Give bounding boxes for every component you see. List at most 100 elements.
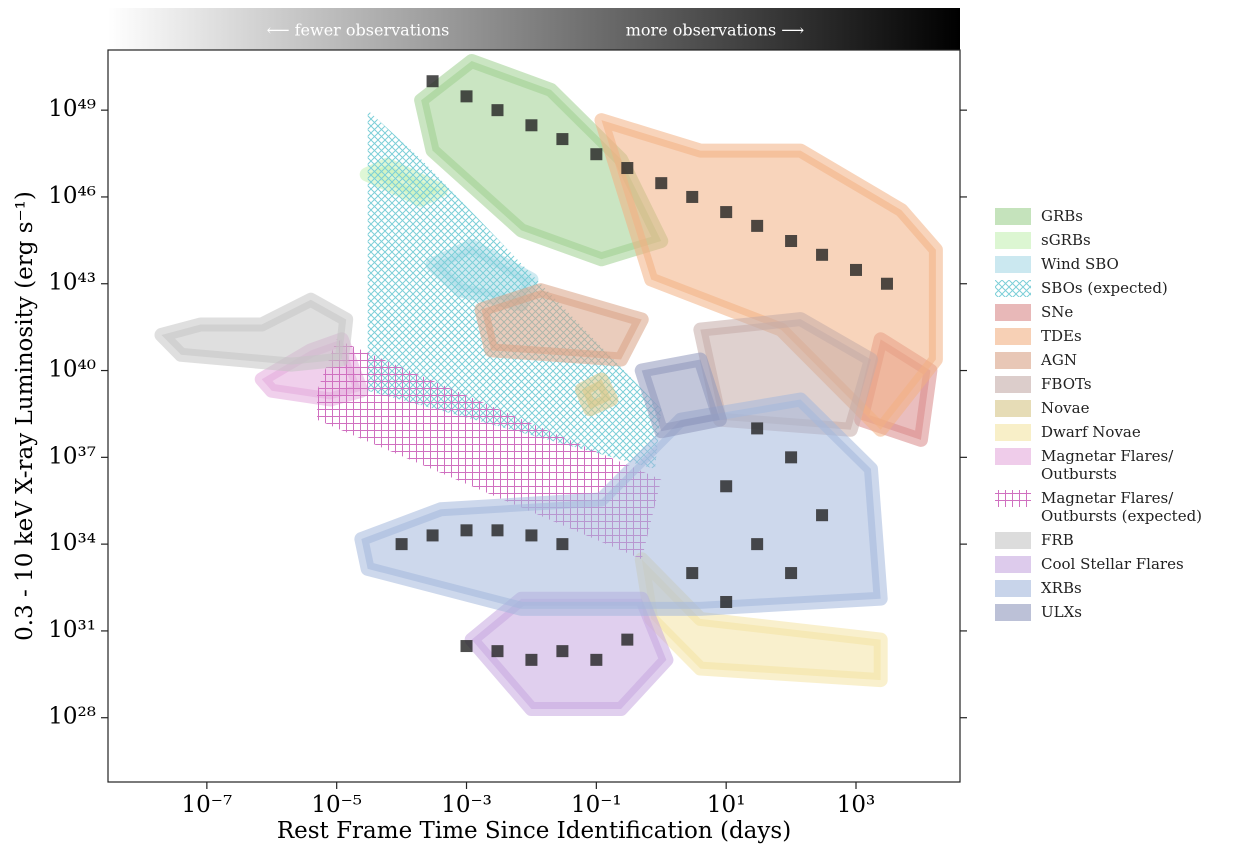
- legend-swatch: [995, 556, 1031, 573]
- y-tick-label: 10⁴⁹: [48, 96, 96, 122]
- legend-swatch-fill: [995, 604, 1031, 621]
- observation-cell: [395, 538, 408, 551]
- legend-entry: XRBs: [995, 579, 1230, 597]
- legend-swatch-fill: [995, 556, 1031, 573]
- observation-cell: [460, 524, 473, 537]
- legend-swatch-fill: [995, 208, 1031, 225]
- legend-label: FRB: [1041, 531, 1074, 549]
- legend-entry: Dwarf Novae: [995, 423, 1230, 441]
- legend-entry: Cool Stellar Flares: [995, 555, 1230, 573]
- observation-cell: [816, 248, 829, 261]
- legend-swatch: [995, 208, 1031, 225]
- legend-swatch: [995, 232, 1031, 249]
- legend-swatch-fill: [995, 448, 1031, 465]
- legend-swatch-fill: [995, 580, 1031, 597]
- observation-cell: [816, 509, 829, 522]
- legend-label: Magnetar Flares/ Outbursts: [1041, 447, 1174, 483]
- y-tick-label: 10³¹: [48, 617, 96, 643]
- x-tick-label: 10⁻³: [441, 792, 492, 818]
- legend-swatch: [995, 280, 1031, 297]
- observation-cell: [751, 538, 764, 551]
- plot-area: [154, 54, 943, 717]
- legend-entry: Novae: [995, 399, 1230, 417]
- legend-swatch-fill: [995, 532, 1031, 549]
- observation-cell: [525, 529, 538, 542]
- observation-cell: [491, 524, 504, 537]
- observation-cell: [621, 162, 634, 175]
- observation-cell: [556, 133, 569, 146]
- legend-swatch: [995, 424, 1031, 441]
- observation-cell: [880, 277, 893, 290]
- legend-swatch: [995, 328, 1031, 345]
- legend-label: AGN: [1041, 351, 1077, 369]
- legend-entry: GRBs: [995, 207, 1230, 225]
- observation-cell: [686, 567, 699, 580]
- observation-cell: [426, 75, 439, 88]
- observation-cell: [785, 567, 798, 580]
- observation-cell: [720, 480, 733, 493]
- legend-label: SNe: [1041, 303, 1074, 321]
- x-tick-label: 10⁻¹: [571, 792, 622, 818]
- legend-swatch: [995, 256, 1031, 273]
- legend-swatch-fill: [995, 328, 1031, 345]
- y-tick-label: 10⁴⁶: [48, 183, 96, 209]
- y-tick-label: 10³⁴: [48, 530, 96, 556]
- region: [154, 292, 354, 372]
- observation-cell: [556, 538, 569, 551]
- observation-cell: [590, 148, 603, 161]
- legend-swatch: [995, 604, 1031, 621]
- region: [354, 392, 888, 616]
- plot-frame: [107, 49, 961, 783]
- legend-swatch: [995, 532, 1031, 549]
- observation-cell: [621, 633, 634, 646]
- observation-cell: [556, 645, 569, 658]
- x-tick-label: 10¹: [707, 792, 746, 818]
- legend-label: SBOs (expected): [1041, 279, 1168, 297]
- legend-swatch-fill: [995, 256, 1031, 273]
- x-tick-label: 10⁻⁵: [311, 792, 362, 818]
- observation-cell: [590, 653, 603, 666]
- legend-swatch: [995, 580, 1031, 597]
- legend-swatch-fill: [995, 490, 1031, 507]
- observation-cell: [785, 451, 798, 464]
- observation-cell: [525, 653, 538, 666]
- y-tick-label: 10³⁷: [48, 443, 96, 469]
- legend-entry: sGRBs: [995, 231, 1230, 249]
- observation-cell: [426, 529, 439, 542]
- legend-entry: Wind SBO: [995, 255, 1230, 273]
- legend-entry: SBOs (expected): [995, 279, 1230, 297]
- x-tick-label: 10³: [837, 792, 876, 818]
- observation-cell: [460, 90, 473, 103]
- legend-label: TDEs: [1041, 327, 1082, 345]
- legend-swatch: [995, 352, 1031, 369]
- legend-label: FBOTs: [1041, 375, 1092, 393]
- region: [634, 352, 727, 439]
- observation-cell: [850, 263, 863, 276]
- legend-entry: FBOTs: [995, 375, 1230, 393]
- y-tick-label: 10⁴³: [48, 270, 96, 296]
- legend-label: Novae: [1041, 399, 1090, 417]
- observation-cell: [751, 219, 764, 232]
- colorbar-low-label: ⟵ fewer observations: [267, 21, 450, 40]
- observation-cell: [491, 104, 504, 117]
- legend-label: sGRBs: [1041, 231, 1091, 249]
- legend-swatch-fill: [995, 424, 1031, 441]
- observation-cell: [655, 177, 668, 190]
- x-axis-label: Rest Frame Time Since Identification (da…: [277, 818, 791, 844]
- legend-entry: AGN: [995, 351, 1230, 369]
- legend-entry: Magnetar Flares/ Outbursts (expected): [995, 489, 1230, 525]
- x-tick-label: 10⁻⁷: [182, 792, 233, 818]
- legend-swatch-fill: [995, 304, 1031, 321]
- legend-swatch-fill: [995, 376, 1031, 393]
- legend-label: Dwarf Novae: [1041, 423, 1141, 441]
- legend-swatch: [995, 304, 1031, 321]
- legend-swatch: [995, 376, 1031, 393]
- legend-label: Cool Stellar Flares: [1041, 555, 1184, 573]
- legend-entry: Magnetar Flares/ Outbursts: [995, 447, 1230, 483]
- observation-cell: [720, 206, 733, 219]
- legend-entry: ULXs: [995, 603, 1230, 621]
- legend-swatch-fill: [995, 232, 1031, 249]
- legend-swatch: [995, 400, 1031, 417]
